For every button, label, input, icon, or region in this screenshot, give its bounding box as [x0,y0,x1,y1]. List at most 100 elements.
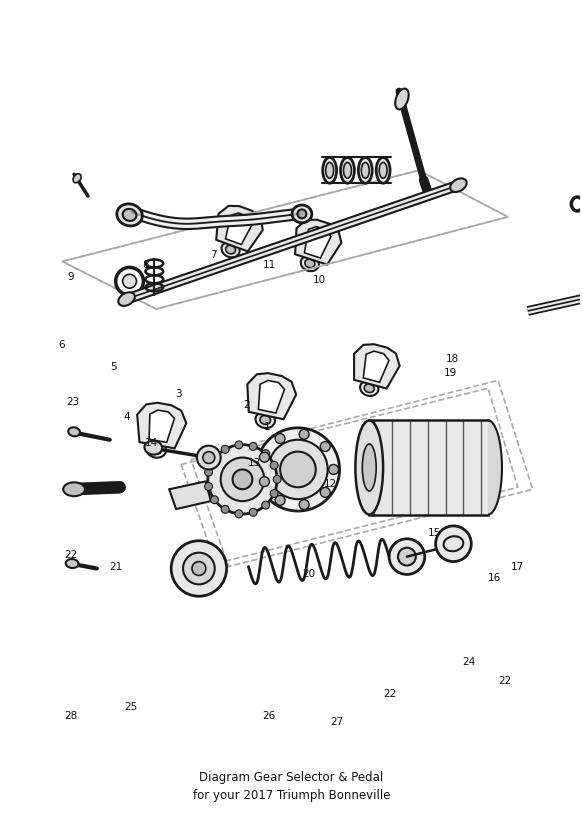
Text: 16: 16 [488,574,501,583]
Text: 17: 17 [511,562,525,572]
Ellipse shape [301,255,319,271]
Circle shape [192,562,206,575]
Ellipse shape [151,445,161,454]
Circle shape [210,455,219,463]
Text: 8: 8 [143,260,149,270]
Circle shape [275,495,285,505]
Ellipse shape [376,157,390,183]
Ellipse shape [292,205,312,222]
Text: 6: 6 [58,340,65,350]
Polygon shape [369,420,488,514]
Circle shape [205,468,213,476]
Ellipse shape [444,536,463,551]
Ellipse shape [379,162,387,178]
Text: 13: 13 [247,457,261,467]
Polygon shape [149,410,174,442]
Ellipse shape [122,208,136,221]
Circle shape [122,274,136,288]
Text: Diagram Gear Selector & Pedal
for your 2017 Triumph Bonneville: Diagram Gear Selector & Pedal for your 2… [193,771,390,803]
Ellipse shape [145,441,162,455]
Circle shape [221,505,229,513]
Polygon shape [304,227,331,258]
Polygon shape [363,351,389,382]
Text: 23: 23 [66,397,80,407]
Ellipse shape [68,428,80,437]
Polygon shape [247,373,296,419]
Circle shape [262,450,269,457]
Text: 1: 1 [264,422,271,432]
Circle shape [257,428,339,511]
Circle shape [249,508,257,517]
Circle shape [320,442,330,452]
Ellipse shape [326,162,333,178]
Ellipse shape [66,559,79,568]
Ellipse shape [361,162,369,178]
Circle shape [299,429,309,439]
Text: 21: 21 [109,562,122,572]
Circle shape [398,548,416,565]
Circle shape [259,452,269,462]
Circle shape [197,446,221,470]
Circle shape [235,441,243,449]
Polygon shape [137,403,187,448]
Text: 22: 22 [383,689,396,699]
Polygon shape [295,220,342,265]
Text: 2: 2 [243,400,250,410]
Ellipse shape [362,444,376,491]
Ellipse shape [118,293,135,306]
Circle shape [275,433,285,443]
Text: 19: 19 [444,368,457,378]
Ellipse shape [340,157,354,183]
Text: 3: 3 [175,389,182,399]
Ellipse shape [117,204,142,226]
Polygon shape [258,381,285,413]
Ellipse shape [305,259,315,268]
Circle shape [259,477,269,487]
Ellipse shape [356,420,383,514]
Ellipse shape [297,209,306,218]
Ellipse shape [323,157,336,183]
Circle shape [268,440,328,499]
Text: 12: 12 [324,479,338,489]
Polygon shape [354,344,400,389]
Circle shape [235,510,243,517]
Ellipse shape [255,412,275,428]
Circle shape [205,483,213,490]
Text: 14: 14 [145,438,159,448]
Circle shape [183,553,215,584]
Text: 22: 22 [498,677,512,686]
Circle shape [208,445,277,514]
Circle shape [203,452,215,464]
Circle shape [273,475,281,484]
Ellipse shape [359,157,372,183]
Ellipse shape [146,442,166,457]
Polygon shape [226,213,252,245]
Ellipse shape [63,482,85,496]
Text: 28: 28 [64,710,78,721]
Ellipse shape [360,381,378,396]
Circle shape [249,442,257,451]
Polygon shape [169,481,211,509]
Ellipse shape [260,415,271,424]
Ellipse shape [364,384,374,392]
Ellipse shape [450,178,466,192]
Text: 24: 24 [463,657,476,667]
Circle shape [262,501,269,509]
Text: 20: 20 [302,569,315,578]
Circle shape [171,541,227,597]
Text: 4: 4 [124,412,130,422]
Circle shape [221,457,264,501]
Circle shape [233,470,252,489]
Text: 9: 9 [68,273,74,283]
Circle shape [436,526,471,562]
Text: 10: 10 [312,274,326,285]
Circle shape [210,496,219,503]
Text: 22: 22 [64,550,78,559]
Text: 26: 26 [262,710,275,721]
Circle shape [320,488,330,498]
Ellipse shape [226,246,236,254]
Text: 5: 5 [110,362,117,372]
Ellipse shape [395,88,409,110]
Ellipse shape [474,420,502,514]
Text: 15: 15 [428,528,441,538]
